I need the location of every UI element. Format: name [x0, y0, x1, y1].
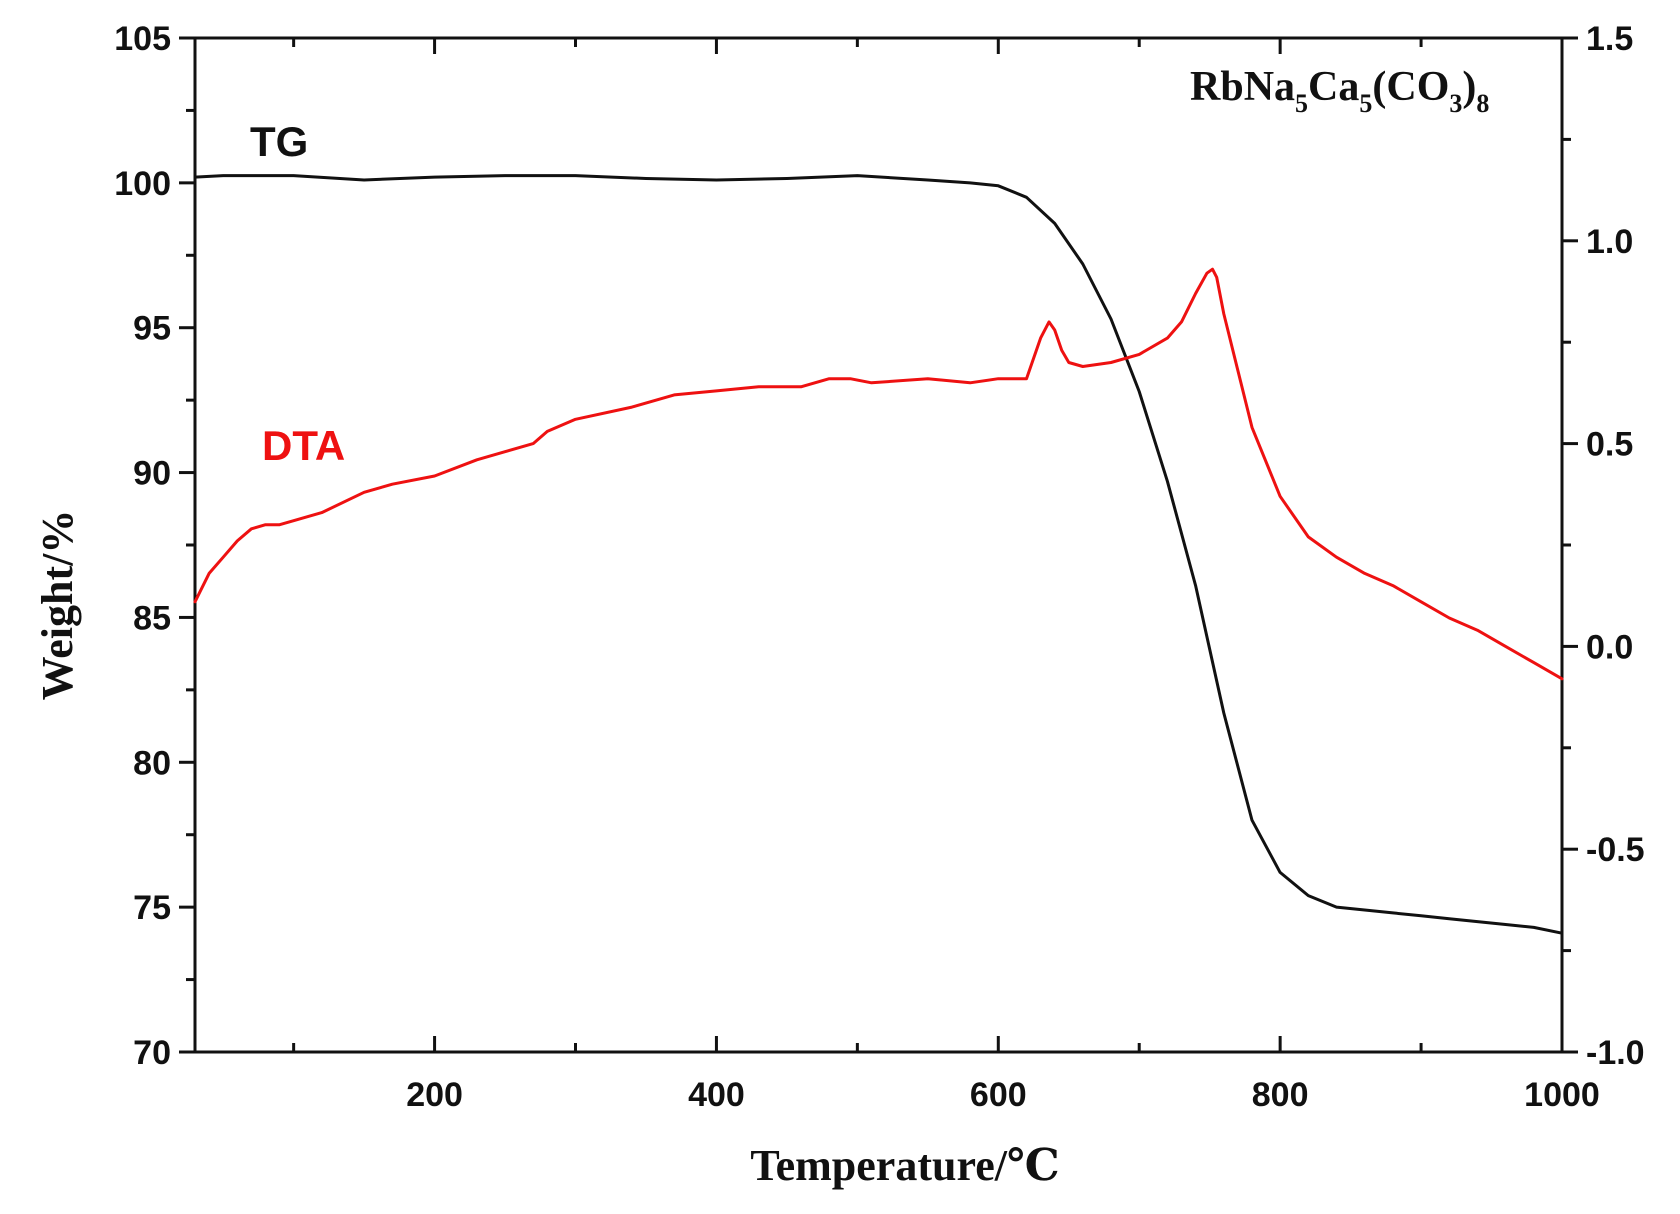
y-axis-title: Weight/% — [33, 510, 82, 701]
formula-subscript: 5 — [1295, 89, 1308, 118]
formula-subscript: 5 — [1359, 89, 1372, 118]
dta-series-label: DTA — [262, 422, 345, 469]
y-left-tick-label: 70 — [133, 1034, 171, 1072]
y-right-tick-label: 1.5 — [1586, 20, 1633, 58]
y-left-tick-label: 80 — [133, 744, 171, 782]
dta-series-line — [193, 267, 1564, 681]
y-right-tick-label: 0.0 — [1586, 628, 1633, 666]
x-tick-label: 1000 — [1524, 1076, 1600, 1114]
y-left-tick-label: 105 — [114, 20, 171, 58]
formula-subscript: 3 — [1449, 89, 1462, 118]
y-right-tick-label: 0.5 — [1586, 426, 1633, 464]
x-tick-label: 400 — [688, 1076, 745, 1114]
y-left-tick-label: 75 — [133, 889, 171, 927]
y-left-tick-label: 90 — [133, 455, 171, 493]
x-tick-label: 600 — [970, 1076, 1027, 1114]
formula-part: RbNa — [1190, 64, 1295, 110]
formula-part: Ca — [1308, 64, 1359, 110]
compound-formula: RbNa5Ca5(CO3)8 — [1190, 64, 1489, 118]
x-tick-label: 800 — [1252, 1076, 1309, 1114]
tg-series-line — [193, 174, 1564, 935]
y-right-tick-label: -0.5 — [1586, 831, 1645, 869]
x-axis-title: Temperature/℃ — [750, 1141, 1059, 1190]
y-left-tick-label: 85 — [133, 599, 171, 637]
formula-subscript: 8 — [1476, 89, 1489, 118]
y-right-tick-label: -1.0 — [1586, 1034, 1645, 1072]
formula-part: ) — [1462, 64, 1476, 110]
x-tick-label: 200 — [406, 1076, 463, 1114]
y-right-tick-label: 1.0 — [1586, 223, 1633, 261]
y-left-tick-label: 95 — [133, 310, 171, 348]
formula-part: (CO — [1372, 64, 1449, 110]
y-left-tick-label: 100 — [114, 165, 171, 203]
tg-series-label: TG — [250, 118, 308, 165]
plot-frame — [193, 36, 1564, 1054]
